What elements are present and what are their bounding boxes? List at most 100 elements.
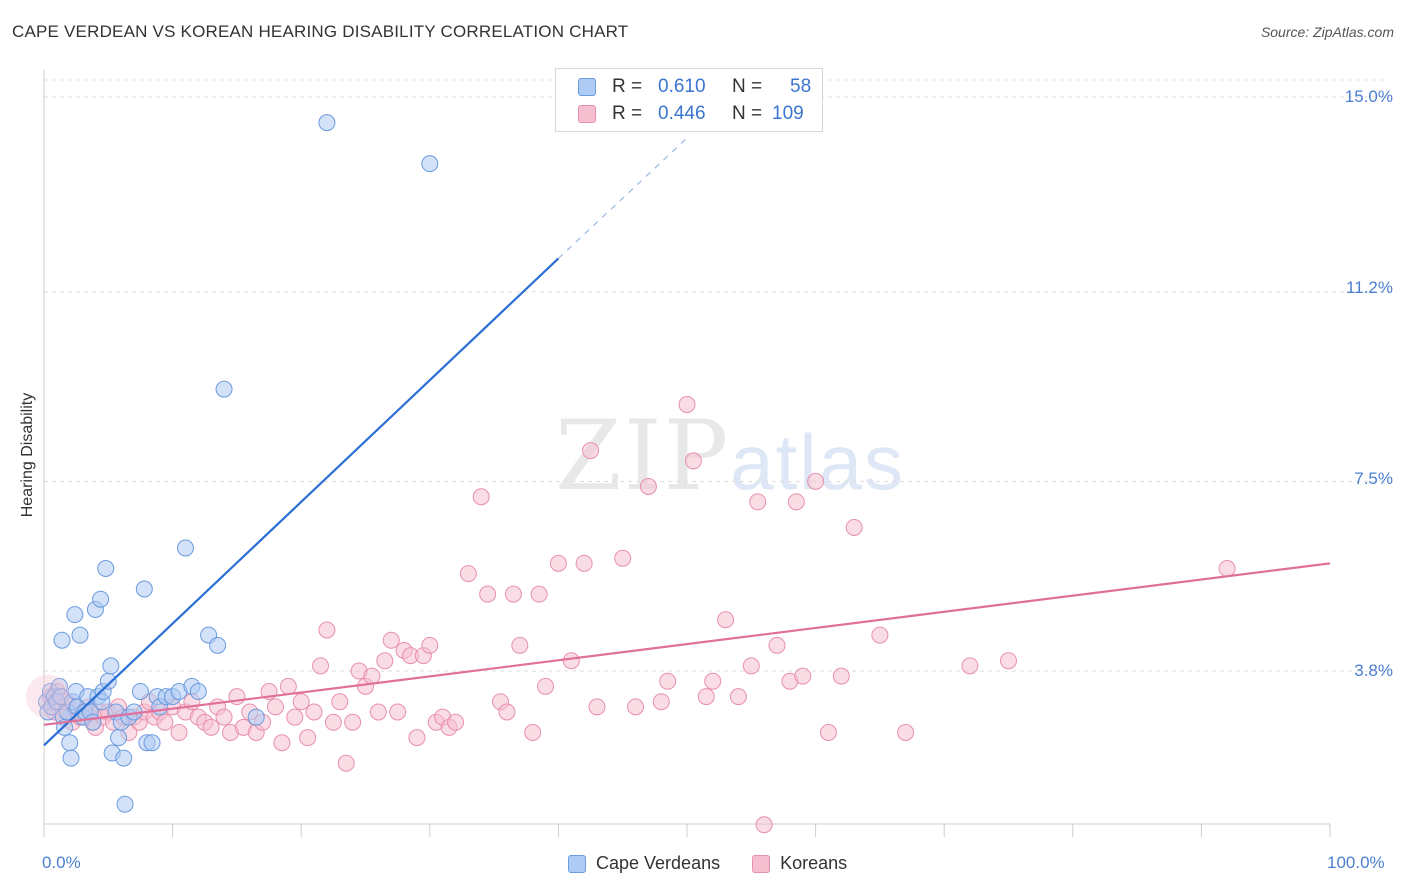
y-tick-label: 3.8%: [1354, 661, 1393, 680]
korean-point: [562, 652, 580, 670]
r-value: 0.610: [658, 76, 706, 97]
pink-swatch: [752, 854, 771, 873]
y-tick-label: 11.2%: [1346, 278, 1393, 297]
korean-cluster-marker: [25, 674, 70, 719]
korean-point: [344, 713, 362, 731]
n-label: N =: [732, 103, 763, 124]
cape-verdean-point: [131, 683, 149, 700]
korean-point: [729, 688, 747, 706]
korean-point: [897, 724, 915, 741]
cape-verdean-point: [71, 626, 89, 644]
korean-point: [408, 729, 426, 747]
n-label: N =: [732, 76, 763, 97]
correlation-legend: R = 0.610 N = 58 R = 0.446 N = 109: [555, 68, 823, 132]
korean-point: [1000, 652, 1017, 670]
korean-point: [389, 703, 407, 721]
korean-point: [369, 703, 387, 721]
n-value: 58: [790, 76, 812, 97]
korean-point: [684, 452, 702, 470]
korean-point: [498, 703, 516, 721]
watermark-atlas: atlas: [730, 418, 905, 506]
korean-point: [215, 708, 233, 726]
cape-verdean-point: [66, 606, 84, 624]
cape-verdean-point: [53, 631, 71, 649]
korean-point: [845, 519, 863, 536]
korean-point: [807, 472, 825, 490]
korean-point: [337, 754, 355, 772]
cape-verdean-point: [318, 114, 336, 132]
korean-point: [324, 713, 342, 731]
n-value: 109: [772, 103, 804, 124]
korean-point: [286, 708, 304, 726]
cape-verdean-point: [116, 795, 134, 813]
cape-verdean-point: [135, 580, 153, 598]
korean-point: [768, 636, 786, 654]
legend-item-koreans[interactable]: Koreans: [752, 853, 847, 874]
korean-point: [318, 621, 336, 639]
korean-point: [472, 488, 490, 506]
cape-verdean-point: [143, 734, 161, 752]
cape-verdean-point: [189, 683, 207, 700]
y-tick-label: 15.0%: [1344, 87, 1393, 106]
r-label: R =: [612, 103, 643, 124]
cape-verdean-point: [97, 560, 115, 577]
korean-point: [549, 554, 567, 572]
korean-point: [819, 724, 837, 741]
korean-point: [299, 729, 317, 747]
x-tick-label-max: 100.0%: [1327, 853, 1385, 872]
cape-verdean-point: [209, 636, 227, 654]
legend-label: Koreans: [780, 853, 848, 873]
korean-point: [524, 724, 542, 741]
korean-point: [742, 657, 760, 675]
korean-point: [421, 636, 439, 654]
korean-point: [459, 565, 477, 583]
blue-swatch: [568, 854, 586, 873]
korean-point: [292, 693, 310, 711]
cape-verdean-point: [215, 380, 233, 398]
korean-point: [311, 657, 329, 675]
korean-point: [614, 549, 632, 567]
cape-verdean-point: [84, 713, 102, 731]
korean-point: [588, 698, 606, 716]
cape-verdean-trendline-extension: [557, 137, 688, 259]
legend-item-cape-verdeans[interactable]: Cape Verdeans: [568, 853, 720, 874]
korean-point: [832, 667, 850, 685]
r-value: 0.446: [658, 103, 706, 124]
cape-verdean-point: [421, 155, 439, 173]
x-tick-label-min: 0.0%: [42, 853, 81, 872]
korean-point: [376, 652, 394, 670]
korean-point: [1218, 560, 1236, 577]
korean-point: [331, 693, 349, 711]
korean-point: [202, 718, 220, 736]
korean-point: [382, 631, 400, 649]
korean-point: [871, 626, 889, 644]
korean-point: [447, 713, 465, 731]
korean-point: [504, 585, 522, 603]
cape-verdean-point: [99, 672, 117, 690]
series-legend: Cape Verdeans Koreans: [568, 853, 879, 874]
korean-point: [787, 493, 805, 511]
korean-point: [755, 816, 773, 834]
korean-point: [537, 677, 555, 695]
korean-point: [704, 672, 722, 690]
cape-verdean-point: [102, 657, 120, 675]
watermark: ZIPatlas: [555, 400, 905, 512]
korean-point: [582, 442, 600, 460]
korean-point: [305, 703, 323, 721]
chart-title: CAPE VERDEAN VS KOREAN HEARING DISABILIT…: [12, 22, 629, 41]
legend-row-cape-verdeans: R = 0.610 N = 58: [578, 74, 811, 100]
korean-point: [479, 585, 497, 603]
korean-point: [659, 672, 677, 690]
korean-point: [156, 713, 174, 731]
korean-point: [530, 585, 548, 603]
korean-point: [961, 657, 979, 675]
r-label: R =: [612, 76, 643, 97]
cape-verdean-point: [62, 749, 80, 767]
korean-point: [749, 493, 767, 511]
korean-point: [627, 698, 645, 716]
korean-point: [511, 636, 529, 654]
cape-verdean-point: [247, 708, 265, 726]
cape-verdean-point: [110, 729, 128, 747]
korean-point: [170, 724, 188, 741]
